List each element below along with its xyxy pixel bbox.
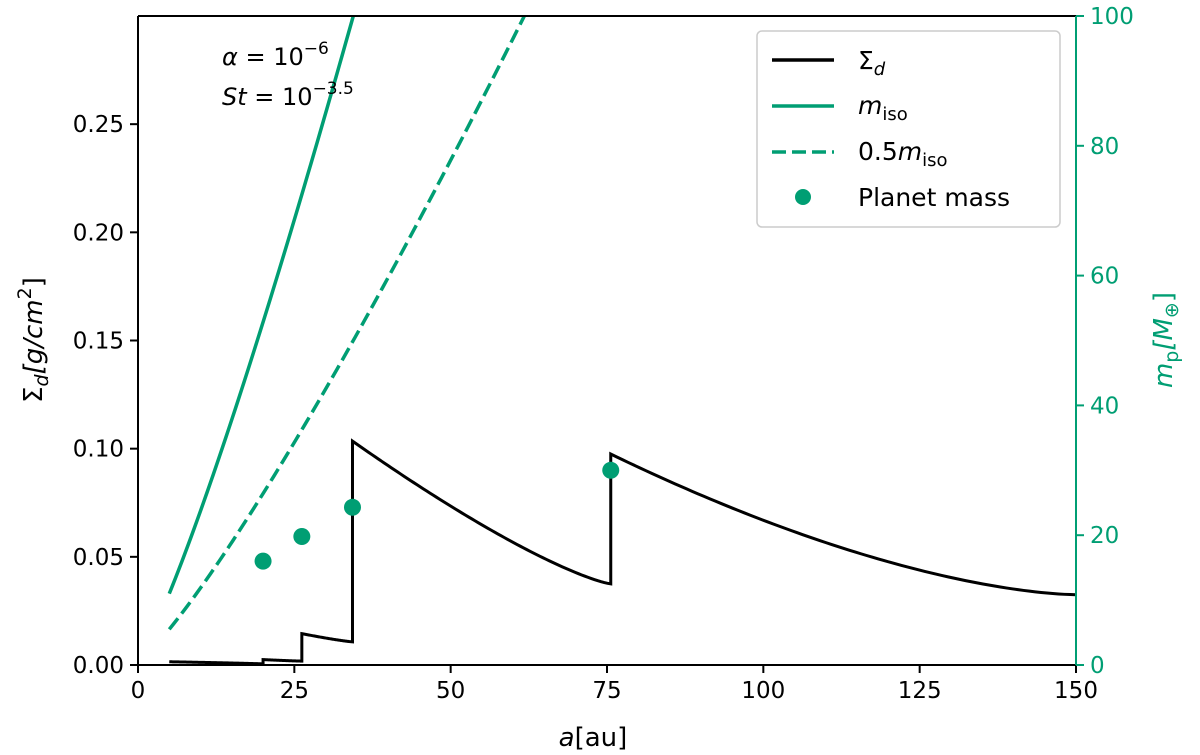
y-left-title-unit-post: ] [19, 277, 49, 287]
legend: Σd miso 0.5miso Planet mass [756, 30, 1061, 228]
legend-miso-label: miso [858, 91, 908, 125]
y-left-title-subscript: d [31, 373, 53, 386]
y-left-tick-label-5: 0.25 [73, 112, 124, 138]
y-left-tick-label-0: 0.00 [73, 653, 124, 679]
legend-sigma-label: Σd [858, 46, 886, 80]
legend-half-miso-prefix: 0.5 [858, 137, 898, 166]
y-right-tick-label-1: 20 [1090, 523, 1119, 549]
y-left-tick-label-2: 0.10 [73, 437, 124, 463]
series-m-iso-line [167, 16, 356, 595]
y-left-tick-label-3: 0.15 [73, 329, 124, 355]
y-right-title-unit-pre: [M [1149, 318, 1179, 351]
y-right-title-unit-post: ] [1149, 292, 1179, 302]
x-tick-label-3: 75 [592, 678, 621, 704]
y-right-tick-label-3: 60 [1090, 264, 1119, 290]
legend-sigma-subscript: d [874, 59, 886, 80]
y-left-title-unit-pre: [g/cm [19, 299, 49, 374]
x-tick-label-1: 25 [280, 678, 309, 704]
y-left-axis-title: Σd[g/cm2] [14, 277, 53, 403]
series-layer [167, 16, 1076, 665]
y-left-title-symbol: Σ [19, 386, 49, 402]
x-tick-label-0: 0 [131, 678, 146, 704]
legend-half-miso-label: 0.5miso [858, 137, 948, 171]
x-tick-label-4: 100 [741, 678, 785, 704]
legend-box [756, 30, 1061, 228]
x-tick-label-6: 150 [1054, 678, 1098, 704]
x-tick-label-2: 50 [436, 678, 465, 704]
legend-sigma-symbol: Σ [858, 46, 874, 75]
x-axis-title-symbol: a [559, 723, 575, 753]
y-right-tick-label-0: 0 [1090, 653, 1105, 679]
y-right-axis-title: mp[M⊕] [1149, 292, 1183, 388]
y-right-title-subscript: p [1161, 351, 1183, 363]
alpha-exponent: −6 [304, 39, 329, 59]
y-right-tick-label-4: 80 [1090, 134, 1119, 160]
legend-miso-subscript: iso [882, 104, 907, 125]
legend-planet-label: Planet mass [858, 183, 1010, 212]
y-left-title-unit-sup: 2 [14, 287, 36, 299]
y-right-tick-label-2: 40 [1090, 393, 1119, 419]
x-axis-title-unit: [au] [575, 723, 628, 753]
y-left-tick-label-4: 0.20 [73, 220, 124, 246]
alpha-symbol: α [222, 43, 238, 71]
stokes-exponent: −3.5 [313, 79, 354, 99]
y-right-tick-label-5: 100 [1090, 4, 1134, 30]
legend-planet-marker [795, 189, 811, 205]
planet-mass-point-4 [602, 461, 620, 479]
y-right-title-unit-sub: ⊕ [1161, 302, 1183, 318]
planet-mass-point-3 [343, 498, 361, 516]
planet-mass-point-2 [293, 527, 311, 545]
planet-mass-point-1 [254, 552, 272, 570]
x-axis-title: a[au] [559, 723, 628, 753]
legend-half-miso-symbol: m [898, 137, 922, 166]
y-left-tick-label-1: 0.05 [73, 545, 124, 571]
stokes-equals: = 10 [247, 83, 313, 111]
legend-miso-symbol: m [858, 91, 882, 120]
y-right-title-symbol: m [1149, 363, 1179, 388]
stokes-annotation: St = 10−3.5 [222, 79, 354, 111]
series-sigma-d-line [169, 438, 1076, 665]
legend-half-miso-subscript: iso [922, 150, 947, 171]
stokes-symbol: St [222, 83, 248, 111]
alpha-equals: = 10 [238, 43, 304, 71]
ticks-layer: 0 25 50 75 100 125 150 0.00 0.05 0.10 0.15 0.20 0.25… [73, 4, 1134, 704]
x-tick-label-5: 125 [898, 678, 942, 704]
alpha-annotation: α = 10−6 [222, 39, 329, 71]
